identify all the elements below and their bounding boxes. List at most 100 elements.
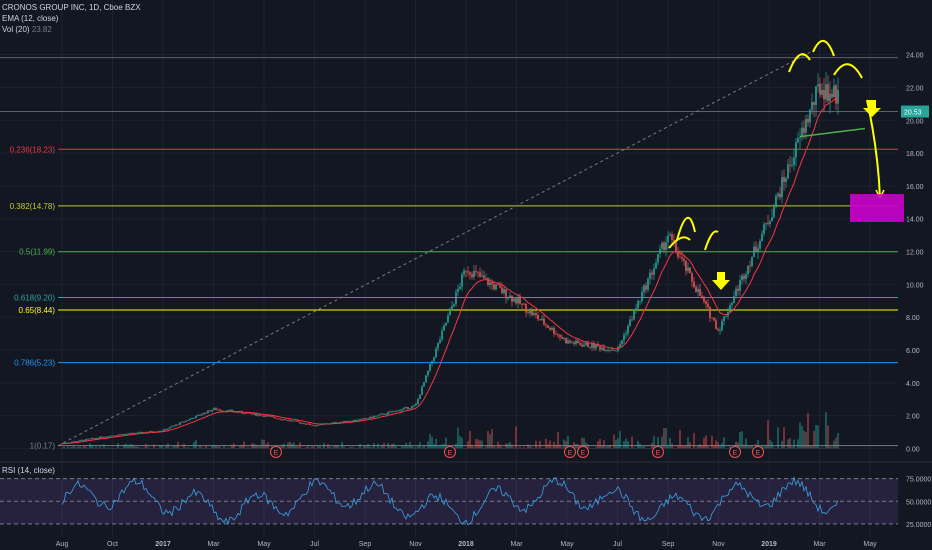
volume-bar: [371, 447, 373, 449]
volume-bar: [119, 447, 121, 449]
volume-bar: [777, 427, 779, 449]
price-axis[interactable]: 24.00 22.00 20.00 18.00 16.00 14.00 12.00 10.00…: [901, 53, 929, 454]
candle-body: [101, 436, 103, 438]
volume-bar: [559, 444, 561, 449]
volume-bar: [385, 448, 387, 449]
volume-bar: [435, 438, 437, 449]
volume-bar: [479, 440, 481, 449]
volume-bar: [795, 447, 797, 449]
volume-bar: [465, 448, 467, 449]
candle-body: [555, 333, 557, 335]
volume-bar: [291, 443, 293, 449]
candle-body: [187, 420, 189, 421]
volume-bar: [701, 445, 703, 449]
volume-bar: [497, 441, 499, 449]
volume-bar: [695, 447, 697, 449]
candle-body: [615, 350, 617, 352]
fibonacci-retracement[interactable]: 0.236(18.23) 0.382(14.78) 0.5(11.99) 0.618(…: [0, 49, 898, 451]
volume-bar: [627, 441, 629, 449]
candle-body: [633, 310, 635, 320]
volume-bar: [657, 437, 659, 449]
volume-bar: [207, 448, 209, 449]
candle-body: [95, 438, 97, 439]
volume-bar: [215, 445, 217, 449]
volume-bar: [387, 442, 389, 449]
candle-body: [407, 407, 409, 409]
volume-bar: [123, 444, 125, 449]
candle-body: [677, 251, 679, 257]
volume-bar: [189, 448, 191, 449]
candle-body: [383, 413, 385, 415]
time-tick: Jul: [613, 541, 622, 548]
drawings[interactable]: [668, 40, 904, 290]
volume-bar: [593, 448, 595, 449]
volume-bar: [145, 443, 147, 449]
volume-bar: [461, 437, 463, 449]
volume-bar: [317, 445, 319, 449]
rsi-tick: 75.0000: [906, 477, 931, 484]
candle-body: [169, 427, 171, 429]
candle-body: [491, 282, 493, 285]
volume-bar: [339, 447, 341, 449]
candle-body: [813, 101, 815, 105]
last-price-label: 20.53: [904, 110, 922, 117]
volume-bar: [111, 447, 113, 449]
candle-body: [439, 339, 441, 343]
volume-bar: [625, 438, 627, 449]
candle-body: [773, 207, 775, 218]
candle-body: [647, 278, 649, 290]
time-tick: Aug: [56, 541, 69, 548]
candle-body: [175, 424, 177, 426]
candle-body: [181, 421, 183, 423]
volume-bar: [455, 443, 457, 449]
volume-bar: [789, 438, 791, 449]
candle-body: [685, 260, 687, 272]
candle-body: [763, 224, 765, 234]
candle-body: [527, 312, 529, 314]
pattern-arc: [788, 53, 811, 73]
candle-body: [637, 301, 639, 309]
candle-body: [369, 416, 371, 419]
price-tick: 20.00: [906, 118, 924, 125]
volume-bar: [517, 447, 519, 449]
fib-label: 0.786(5.23): [14, 359, 55, 368]
candle-body: [159, 430, 161, 432]
candle-body: [139, 431, 141, 433]
volume-bar: [667, 444, 669, 449]
volume-bar: [211, 445, 213, 449]
volume-bar: [613, 434, 615, 449]
volume-bar: [693, 432, 695, 449]
volume-bar: [81, 447, 83, 449]
volume-bar: [205, 445, 207, 449]
volume-bar: [361, 448, 363, 449]
volume-bar: [671, 443, 673, 449]
candle-body: [385, 414, 387, 415]
candle-body: [553, 327, 555, 334]
volume-bar: [681, 445, 683, 449]
candles: [61, 71, 839, 445]
volume-legend[interactable]: Vol (20) 23.82: [2, 25, 52, 35]
volume-bar: [611, 448, 613, 449]
ema-legend[interactable]: EMA (12, close): [2, 14, 58, 24]
volume-bar: [287, 442, 289, 449]
candle-body: [785, 178, 787, 183]
volume-bar: [641, 446, 643, 449]
rsi-legend[interactable]: RSI (14, close): [2, 466, 55, 476]
candle-body: [339, 422, 341, 424]
volume-bar: [697, 445, 699, 449]
candle-body: [255, 413, 257, 416]
candle-body: [119, 434, 121, 436]
volume-bar: [115, 448, 117, 449]
rsi-label: RSI (14, close): [2, 466, 55, 475]
candle-body: [413, 405, 415, 407]
volume-bar: [229, 447, 231, 449]
candle-body: [315, 425, 317, 427]
rsi-tick: 50.0000: [906, 499, 931, 506]
volume-bar: [485, 446, 487, 449]
time-axis[interactable]: Aug Oct 2017 Mar May Jul Sep Nov 2018 Mar May Jul Se…: [56, 541, 877, 548]
volume-bar: [565, 440, 567, 449]
candle-body: [803, 127, 805, 133]
candle-body: [735, 288, 737, 297]
